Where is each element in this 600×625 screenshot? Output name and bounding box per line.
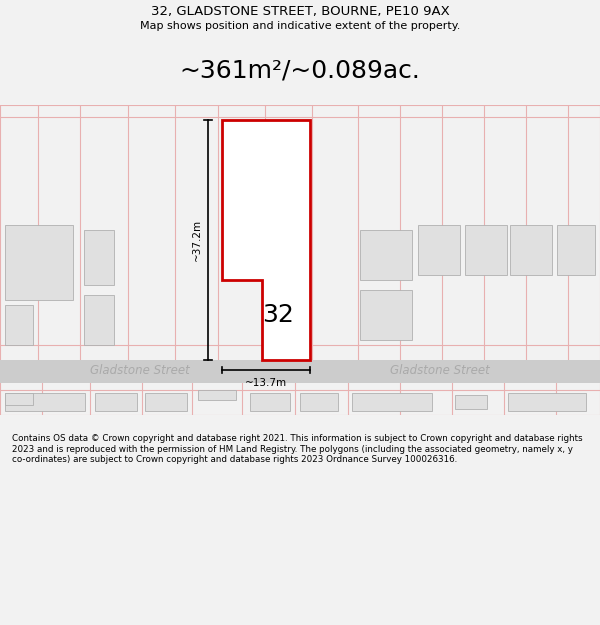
Bar xyxy=(250,393,290,411)
Bar xyxy=(510,225,552,275)
Bar xyxy=(5,305,33,345)
Polygon shape xyxy=(222,120,310,360)
Bar xyxy=(465,225,507,275)
Bar xyxy=(145,393,187,411)
Bar xyxy=(5,393,85,411)
Text: Map shows position and indicative extent of the property.: Map shows position and indicative extent… xyxy=(140,21,460,31)
Bar xyxy=(5,225,73,300)
Bar xyxy=(557,225,595,275)
Bar xyxy=(84,295,114,345)
Bar xyxy=(352,393,432,411)
Bar xyxy=(84,230,114,285)
Bar xyxy=(0,360,600,383)
Bar xyxy=(300,393,338,411)
Bar xyxy=(5,393,33,405)
Bar xyxy=(198,390,236,400)
Text: Gladstone Street: Gladstone Street xyxy=(90,364,190,376)
Text: Contains OS data © Crown copyright and database right 2021. This information is : Contains OS data © Crown copyright and d… xyxy=(12,434,583,464)
Text: ~361m²/~0.089ac.: ~361m²/~0.089ac. xyxy=(179,58,421,82)
Text: ~13.7m: ~13.7m xyxy=(245,378,287,388)
Text: ~37.2m: ~37.2m xyxy=(192,219,202,261)
Bar xyxy=(95,393,137,411)
Text: 32: 32 xyxy=(262,303,294,327)
Bar xyxy=(360,230,412,280)
Text: 32, GLADSTONE STREET, BOURNE, PE10 9AX: 32, GLADSTONE STREET, BOURNE, PE10 9AX xyxy=(151,6,449,18)
Bar xyxy=(455,395,487,409)
Bar xyxy=(360,290,412,340)
Bar xyxy=(418,225,460,275)
Text: Gladstone Street: Gladstone Street xyxy=(390,364,490,376)
Bar xyxy=(508,393,586,411)
